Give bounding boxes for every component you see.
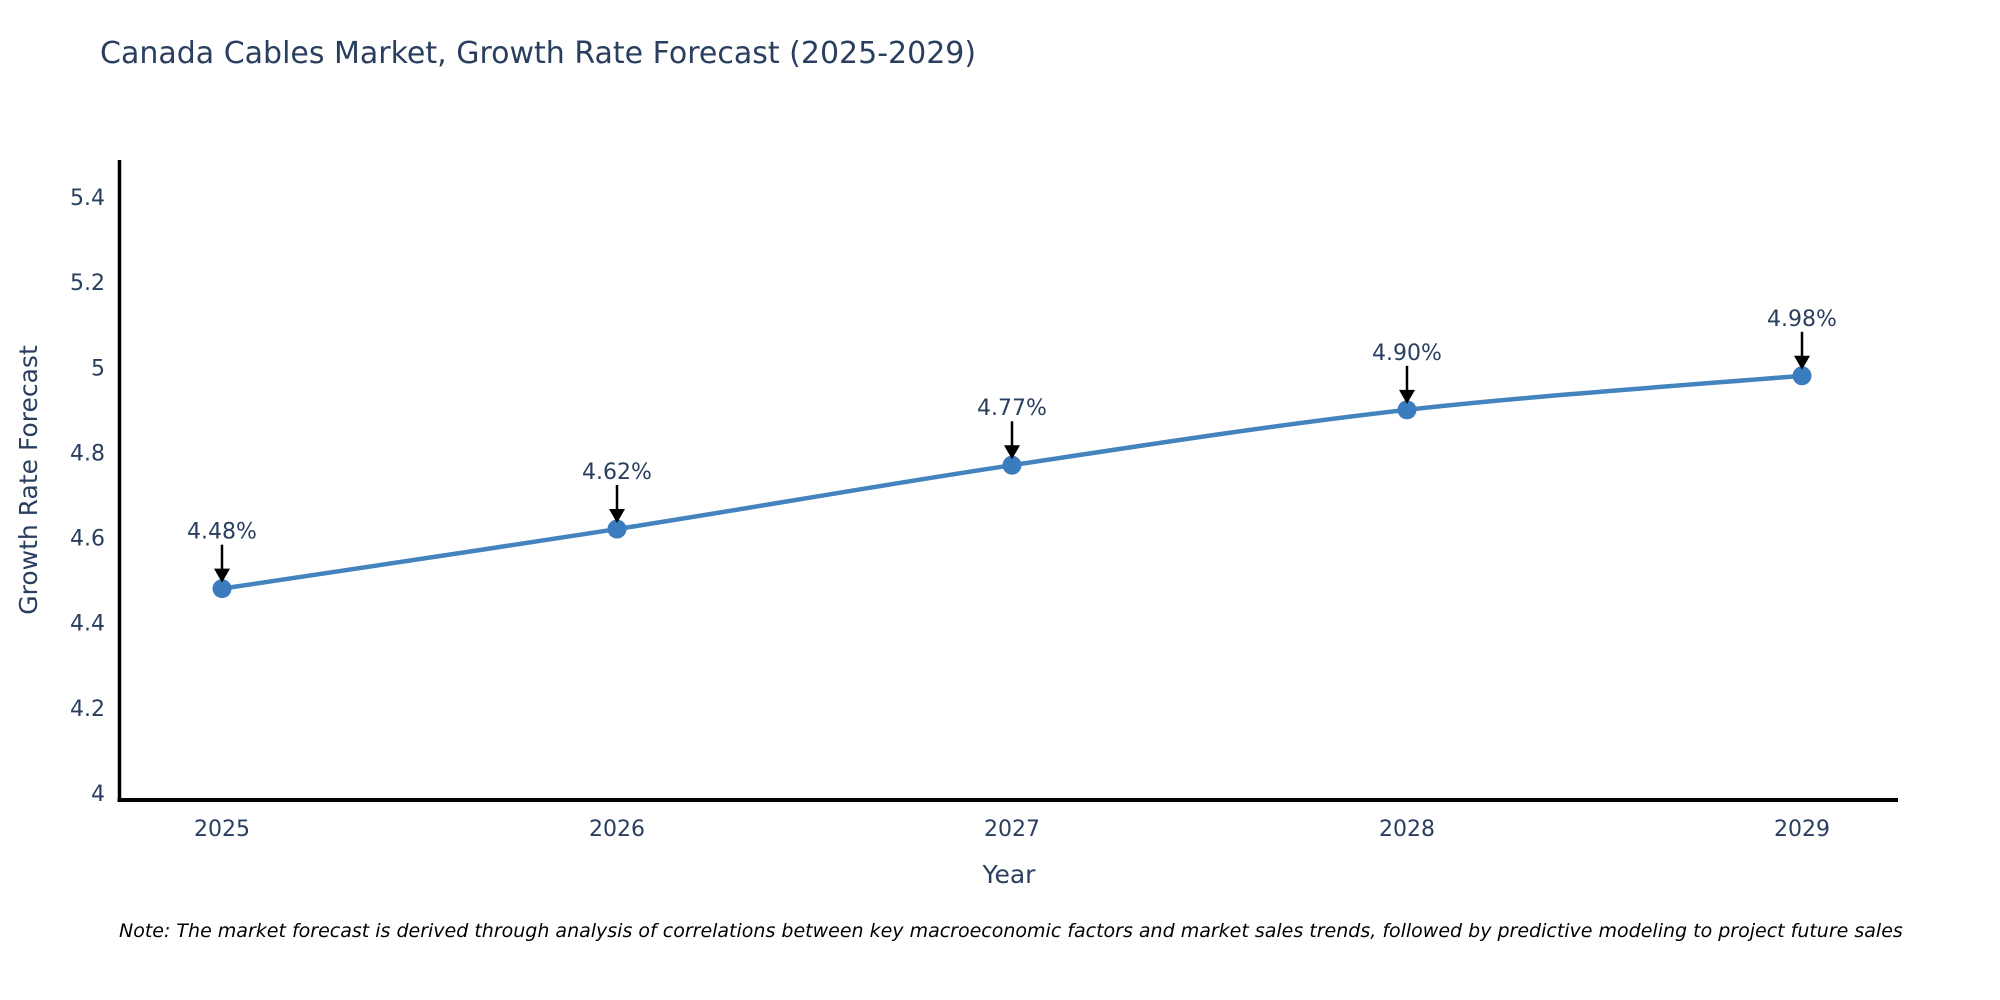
x-axis-title: Year <box>982 860 1036 889</box>
y-tick-label: 4 <box>91 782 105 807</box>
x-tick-label: 2027 <box>984 817 1040 842</box>
y-tick-label: 4.2 <box>70 697 105 722</box>
data-point-marker <box>1397 400 1417 420</box>
y-tick-label: 5.2 <box>70 271 105 296</box>
chart-title: Canada Cables Market, Growth Rate Foreca… <box>100 36 977 71</box>
data-point-label: 4.90% <box>1372 341 1442 366</box>
annotation-arrowhead-icon <box>609 509 625 524</box>
y-tick-label: 4.8 <box>70 441 105 466</box>
y-tick-label: 4.4 <box>70 612 105 637</box>
annotation-arrowhead-icon <box>1004 445 1020 460</box>
data-point-label: 4.77% <box>977 396 1047 421</box>
annotation-arrowhead-icon <box>1794 355 1810 370</box>
data-point-marker <box>1002 455 1022 475</box>
x-tick-label: 2028 <box>1379 817 1435 842</box>
footnote: Note: The market forecast is derived thr… <box>119 920 1903 942</box>
annotation-arrowhead-icon <box>1399 389 1415 404</box>
x-tick-label: 2026 <box>589 817 645 842</box>
y-tick-label: 4.6 <box>70 527 105 552</box>
data-point-label: 4.98% <box>1767 307 1837 332</box>
annotation-arrowhead-icon <box>214 568 230 583</box>
y-tick-label: 5 <box>91 356 105 381</box>
data-point-label: 4.48% <box>187 520 257 545</box>
x-tick-label: 2025 <box>194 817 250 842</box>
data-point-marker <box>607 519 627 539</box>
y-tick-label: 5.4 <box>70 186 105 211</box>
data-point-marker <box>212 579 232 599</box>
data-point-label: 4.62% <box>582 460 652 485</box>
x-tick-label: 2029 <box>1774 817 1830 842</box>
data-point-marker <box>1792 366 1812 386</box>
